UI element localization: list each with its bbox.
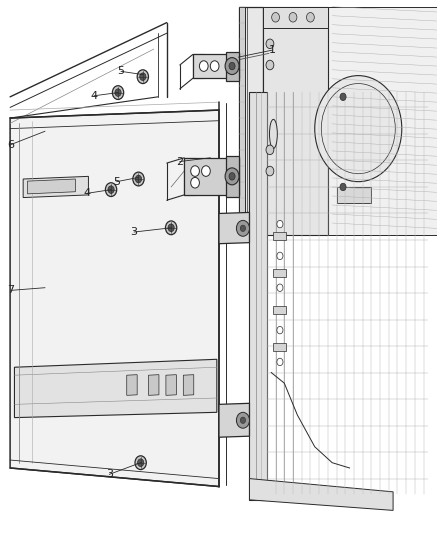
- Polygon shape: [250, 92, 267, 500]
- Polygon shape: [184, 375, 194, 395]
- Circle shape: [166, 221, 177, 235]
- Polygon shape: [184, 158, 195, 195]
- Polygon shape: [219, 403, 250, 437]
- Circle shape: [229, 173, 235, 180]
- Circle shape: [135, 456, 146, 470]
- Polygon shape: [239, 7, 262, 235]
- Polygon shape: [219, 213, 250, 244]
- Circle shape: [140, 73, 146, 80]
- Circle shape: [307, 12, 314, 22]
- Circle shape: [115, 89, 121, 96]
- Polygon shape: [262, 7, 328, 235]
- Text: 7: 7: [7, 285, 14, 295]
- Circle shape: [210, 61, 219, 71]
- Circle shape: [277, 220, 283, 228]
- Polygon shape: [273, 343, 286, 351]
- Circle shape: [199, 61, 208, 71]
- Polygon shape: [193, 54, 204, 78]
- Polygon shape: [262, 7, 328, 28]
- Circle shape: [240, 417, 246, 423]
- Polygon shape: [184, 158, 239, 195]
- Polygon shape: [226, 156, 239, 197]
- Circle shape: [340, 93, 346, 101]
- Circle shape: [191, 177, 199, 188]
- Text: 5: 5: [117, 67, 124, 76]
- Circle shape: [289, 12, 297, 22]
- Polygon shape: [273, 232, 286, 240]
- Circle shape: [108, 186, 114, 193]
- Polygon shape: [273, 269, 286, 277]
- Circle shape: [201, 166, 210, 176]
- Circle shape: [266, 166, 274, 176]
- Circle shape: [340, 183, 346, 191]
- Polygon shape: [336, 187, 371, 203]
- Circle shape: [113, 86, 124, 100]
- Circle shape: [277, 326, 283, 334]
- Text: 6: 6: [7, 140, 14, 150]
- Circle shape: [229, 62, 235, 70]
- Text: 5: 5: [113, 176, 120, 187]
- Polygon shape: [166, 375, 177, 395]
- Polygon shape: [10, 110, 219, 487]
- Circle shape: [237, 220, 250, 236]
- Circle shape: [191, 166, 199, 176]
- Polygon shape: [239, 7, 245, 235]
- Text: 3: 3: [106, 470, 113, 479]
- Polygon shape: [226, 52, 239, 81]
- Text: 4: 4: [91, 91, 98, 101]
- Circle shape: [237, 413, 250, 428]
- Text: 1: 1: [268, 45, 276, 55]
- Polygon shape: [127, 375, 137, 395]
- Circle shape: [266, 60, 274, 70]
- Circle shape: [277, 284, 283, 292]
- Circle shape: [168, 224, 174, 231]
- Circle shape: [138, 459, 144, 466]
- Circle shape: [266, 145, 274, 155]
- Circle shape: [106, 183, 117, 197]
- Polygon shape: [250, 479, 393, 511]
- Text: 4: 4: [84, 188, 91, 198]
- Circle shape: [277, 252, 283, 260]
- Polygon shape: [14, 359, 217, 418]
- Polygon shape: [28, 179, 75, 194]
- Circle shape: [240, 225, 246, 231]
- Text: 3: 3: [131, 227, 138, 237]
- Circle shape: [225, 58, 239, 75]
- Circle shape: [315, 76, 402, 182]
- Circle shape: [135, 175, 141, 183]
- Circle shape: [277, 358, 283, 366]
- Polygon shape: [273, 306, 286, 314]
- Polygon shape: [262, 7, 437, 235]
- Circle shape: [266, 39, 274, 49]
- Circle shape: [272, 12, 279, 22]
- Ellipse shape: [269, 119, 277, 149]
- Circle shape: [133, 172, 144, 186]
- Circle shape: [137, 70, 148, 84]
- Polygon shape: [23, 176, 88, 198]
- Text: 2: 2: [176, 157, 184, 166]
- Polygon shape: [193, 54, 239, 78]
- Circle shape: [225, 168, 239, 185]
- Polygon shape: [148, 375, 159, 395]
